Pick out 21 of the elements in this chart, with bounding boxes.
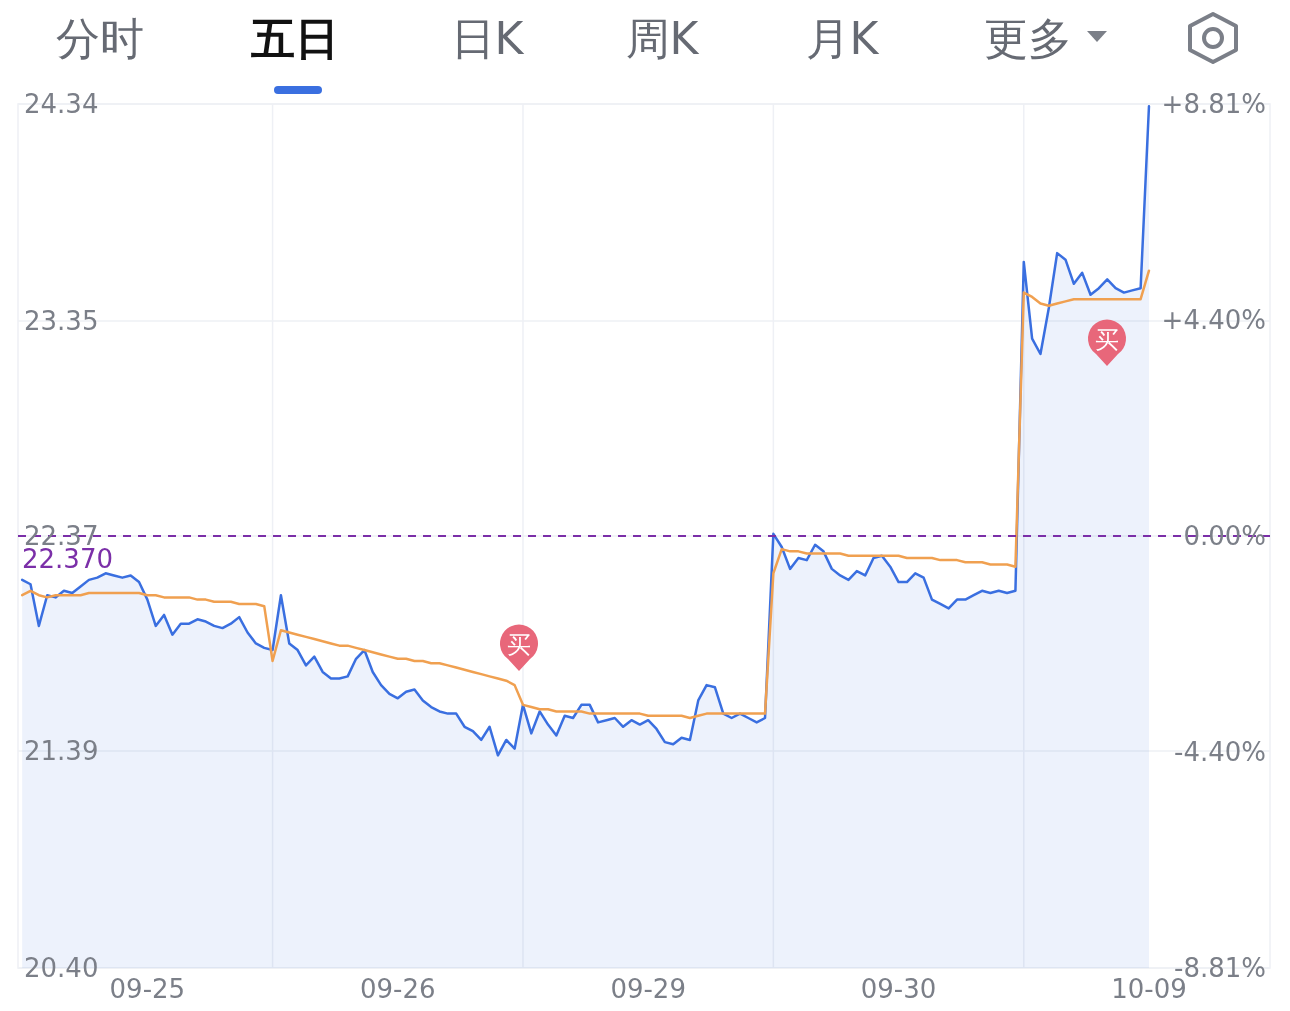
x-tick-label: 09-25 — [109, 974, 186, 1004]
x-tick-label: 09-29 — [610, 974, 686, 1004]
text: 周K — [625, 13, 700, 64]
text: 分时 — [56, 13, 144, 64]
y2-tick-label: -4.40% — [1174, 736, 1266, 767]
line-series — [20, 269, 1151, 720]
annotation: 买 — [507, 631, 531, 660]
y2-tick-label: +4.40% — [1161, 305, 1266, 336]
y-tick-label: 24.34 — [24, 89, 99, 120]
text: 五日 — [251, 13, 339, 64]
y-tick-label: 21.39 — [24, 736, 99, 766]
y2-tick-label: +8.81% — [1161, 89, 1266, 120]
y-tick-label: 20.40 — [24, 953, 99, 984]
y2-tick-label: 0.00% — [1183, 521, 1266, 552]
y-tick-label: 23.35 — [24, 306, 99, 337]
text: 月K — [805, 13, 880, 64]
x-tick-label: 09-26 — [359, 974, 436, 1004]
annotation: 买 — [1095, 326, 1119, 355]
text: 日K — [450, 13, 525, 64]
x-tick-label: 09-30 — [860, 974, 937, 1004]
text: 更多 — [984, 13, 1072, 64]
